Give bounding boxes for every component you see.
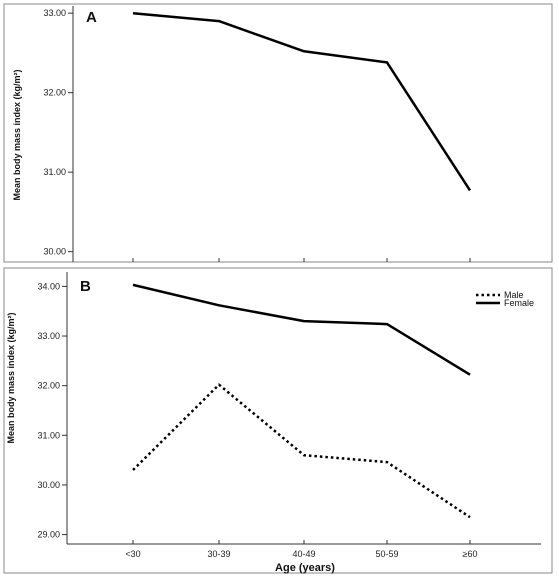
series-line-a xyxy=(132,11,472,192)
x-tick-label: 50-59 xyxy=(375,549,398,559)
y-tick-label: 33.00 xyxy=(43,8,66,18)
panel-a-y-axis-label: Mean body mass index (kg/m²) xyxy=(12,69,22,200)
y-tick: 34.00 xyxy=(37,281,67,291)
y-tick-label: 31.00 xyxy=(43,167,66,177)
panel-b-x-axis-label: Age (years) xyxy=(275,562,335,574)
panel-b-frame xyxy=(3,267,553,574)
y-tick: 33.00 xyxy=(43,8,73,18)
legend: Male Female xyxy=(476,290,534,308)
x-tick-label: ≥60 xyxy=(463,549,478,559)
panel-b: B Mean body mass index (kg/m²) 34.00 33.0… xyxy=(6,272,541,574)
x-tick-label: 30-39 xyxy=(207,549,230,559)
y-tick: 30.00 xyxy=(37,480,67,490)
panel-a-series xyxy=(132,11,472,192)
panel-a-frame xyxy=(3,3,553,263)
y-tick-label: 33.00 xyxy=(37,331,60,341)
x-tick: 30-39 xyxy=(207,540,231,559)
y-tick: 31.00 xyxy=(37,430,67,440)
panel-a-y-ticks: 33.00 32.00 31.00 30.00 xyxy=(43,8,73,257)
series-line-female xyxy=(132,283,471,376)
panel-a: A Mean body mass index (kg/m²) 33.00 32.0… xyxy=(12,6,472,262)
x-tick: 40-49 xyxy=(292,540,316,559)
panel-a-x-ticks xyxy=(132,258,471,262)
y-tick: 33.00 xyxy=(37,331,67,341)
panel-b-y-ticks: 34.00 33.00 32.00 31.00 30.00 29.00 xyxy=(37,281,67,540)
y-tick-label: 32.00 xyxy=(43,88,66,98)
y-tick-label: 34.00 xyxy=(37,281,60,291)
y-tick: 32.00 xyxy=(43,88,73,98)
y-tick-label: 30.00 xyxy=(37,480,60,490)
legend-female-label: Female xyxy=(504,298,534,308)
x-tick-label: 40-49 xyxy=(292,549,315,559)
y-tick-label: 29.00 xyxy=(37,530,60,540)
panel-b-label: B xyxy=(80,278,91,295)
y-tick-label: 31.00 xyxy=(37,430,60,440)
panel-b-x-ticks: <30 30-39 40-49 50-59 ≥60 xyxy=(125,540,477,559)
panel-a-label: A xyxy=(86,9,97,26)
y-tick: 32.00 xyxy=(37,381,67,391)
panel-b-y-axis-label: Mean body mass index (kg/m²) xyxy=(6,312,16,443)
y-tick: 29.00 xyxy=(37,530,67,540)
legend-male-label: Male xyxy=(504,290,524,300)
y-tick-label: 30.00 xyxy=(43,247,66,257)
y-tick: 30.00 xyxy=(43,247,73,257)
y-tick-label: 32.00 xyxy=(37,381,60,391)
x-tick: <30 xyxy=(125,540,141,559)
x-tick-label: <30 xyxy=(125,549,140,559)
series-line-male xyxy=(132,383,471,519)
y-tick: 31.00 xyxy=(43,167,73,177)
x-tick: 50-59 xyxy=(375,540,399,559)
x-tick: ≥60 xyxy=(463,540,478,559)
panel-b-series xyxy=(132,283,471,519)
